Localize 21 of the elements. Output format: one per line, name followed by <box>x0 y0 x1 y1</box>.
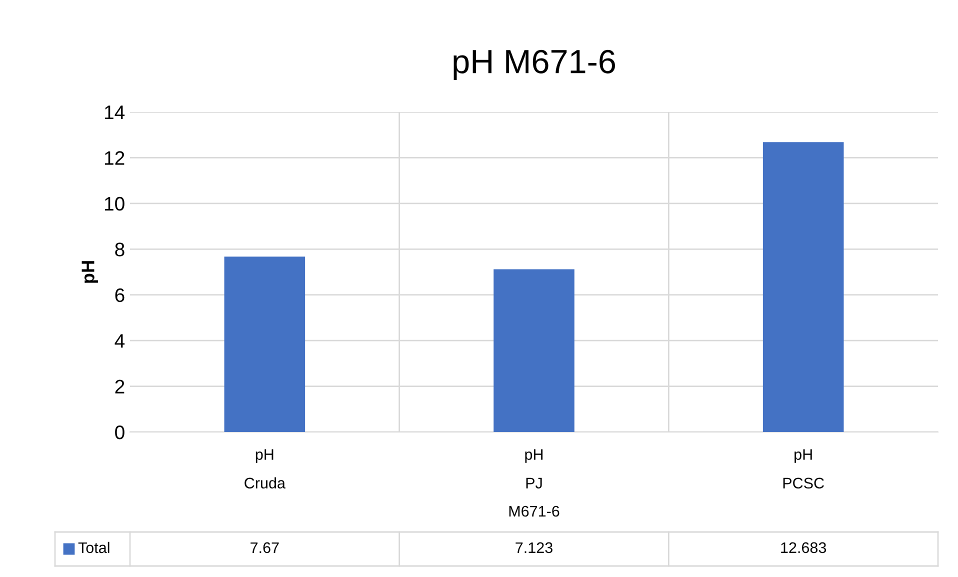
y-axis-title: pH <box>82 261 98 283</box>
y-tick-label: 8 <box>115 242 124 256</box>
x-tick-label: pH PJ <box>525 449 543 489</box>
bar <box>762 142 844 432</box>
data-label: 7.123 <box>516 542 552 554</box>
y-tick-label: 12 <box>104 151 124 165</box>
y-tick-label: 4 <box>114 334 125 348</box>
legend-label: Total <box>78 542 110 554</box>
x-tick-label: pH Cruda <box>244 449 286 489</box>
x-tick-label: pH PCSC <box>783 449 824 489</box>
y-tick-label: 14 <box>104 106 125 120</box>
y-tick-label: 2 <box>115 380 124 394</box>
bar <box>224 256 306 432</box>
bar <box>494 269 574 432</box>
y-tick-label: 6 <box>115 288 124 302</box>
data-label: 7.67 <box>250 542 279 554</box>
data-label: 12.683 <box>781 542 826 554</box>
y-tick-label: 0 <box>115 425 124 440</box>
x-axis-title: M671-6 <box>509 506 560 517</box>
y-tick-label: 10 <box>104 196 124 211</box>
chart-title: pH M671-6 <box>454 50 615 80</box>
